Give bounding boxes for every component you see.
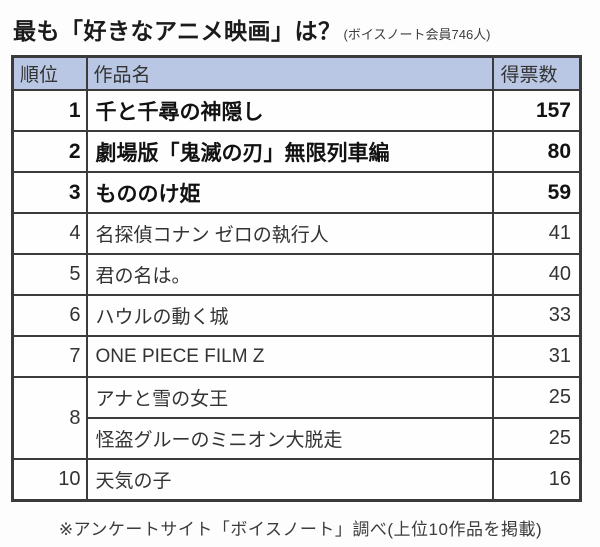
table-row: 怪盗グルーのミニオン大脱走 25 <box>13 417 582 460</box>
movie-title-cell: 千と千尋の神隠し <box>85 89 494 132</box>
table-row: 7 ONE PIECE FILM Z 31 <box>11 335 582 378</box>
rank-cell: 4 <box>11 212 88 255</box>
movie-title-cell: 劇場版「鬼滅の刃」無限列車編 <box>85 130 494 173</box>
column-header-votes: 得票数 <box>491 55 582 91</box>
source-note: ※アンケートサイト「ボイスノート」調べ(上位10作品を掲載) <box>58 519 543 539</box>
column-header-rank: 順位 <box>11 55 88 91</box>
votes-cell: 25 <box>491 417 582 460</box>
rank-cell: 6 <box>11 294 88 337</box>
movie-title-cell: 怪盗グルーのミニオン大脱走 <box>85 417 494 460</box>
rank-cell: 3 <box>11 171 88 214</box>
table-row: 6 ハウルの動く城 33 <box>11 294 582 337</box>
votes-cell: 31 <box>491 335 582 378</box>
votes-cell: 25 <box>491 376 582 419</box>
table-row: 8 アナと雪の女王 25 <box>11 376 582 460</box>
movie-title-cell: アナと雪の女王 <box>85 376 494 419</box>
movie-title-cell: ハウルの動く城 <box>85 294 494 337</box>
rank-cell: 10 <box>11 458 88 501</box>
rank-cell: 8 <box>11 376 88 460</box>
votes-cell: 41 <box>491 212 582 255</box>
rank-cell: 1 <box>11 89 88 132</box>
table-row: 2 劇場版「鬼滅の刃」無限列車編 80 <box>11 130 582 173</box>
table-row: 3 もののけ姫 59 <box>11 171 582 214</box>
column-header-name: 作品名 <box>85 55 494 91</box>
ranking-table-body: 1 千と千尋の神隠し 157 2 劇場版「鬼滅の刃」無限列車編 80 3 もののけ姫 59 4 名探… <box>11 89 582 501</box>
table-row: 5 君の名は。 40 <box>11 253 582 296</box>
movie-title-cell: 名探偵コナン ゼロの執行人 <box>85 212 494 255</box>
votes-cell: 157 <box>491 89 582 132</box>
movie-title-cell: ONE PIECE FILM Z <box>85 335 494 378</box>
survey-title: 最も「好きなアニメ映画」は？ <box>13 18 342 44</box>
ranking-table-header: 順位 作品名 得票数 <box>11 55 582 91</box>
rank-cell: 7 <box>11 335 88 378</box>
votes-cell: 40 <box>491 253 582 296</box>
votes-cell: 80 <box>491 130 582 173</box>
rank-cell: 2 <box>11 130 88 173</box>
table-row: 1 千と千尋の神隠し 157 <box>11 89 582 132</box>
movie-title-cell: 天気の子 <box>85 458 494 501</box>
ranking-table: 順位 作品名 得票数 1 千と千尋の神隠し 157 2 劇場版「鬼滅の刃」無限列車編 80… <box>11 55 582 502</box>
movie-title-cell: もののけ姫 <box>85 171 494 214</box>
header-row: 順位 作品名 得票数 <box>11 55 582 91</box>
survey-sample-size: (ボイスノート会員746人) <box>343 27 491 42</box>
table-row: 4 名探偵コナン ゼロの執行人 41 <box>11 212 582 255</box>
movie-title-cell: 君の名は。 <box>85 253 494 296</box>
page-title: 最も「好きなアニメ映画」は？ (ボイスノート会員746人) <box>13 12 590 46</box>
votes-cell: 16 <box>491 458 582 501</box>
votes-cell: 59 <box>491 171 582 214</box>
votes-cell: 33 <box>491 294 582 337</box>
table-row: 10 天気の子 16 <box>11 458 582 501</box>
rank-cell: 5 <box>11 253 88 296</box>
